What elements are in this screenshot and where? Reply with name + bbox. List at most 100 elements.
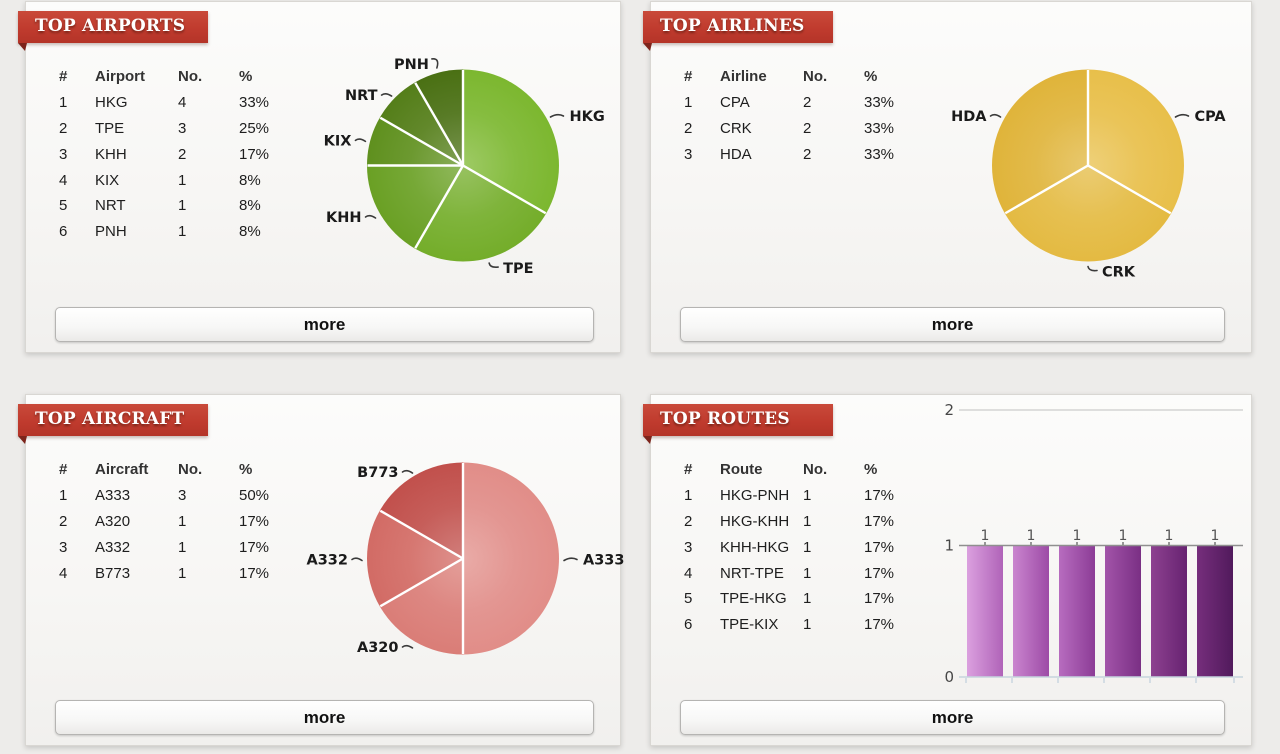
cell-name: NRT-TPE — [720, 564, 784, 582]
ribbon-fold — [18, 43, 27, 51]
bar-hkg-pnh[interactable] — [967, 545, 1003, 678]
cell-count: 2 — [803, 94, 812, 112]
cell-count: 1 — [178, 223, 187, 241]
ribbon-top-airports: TOP AIRPORTS — [18, 11, 208, 51]
cell-rank: 2 — [59, 119, 68, 137]
cell-count: 4 — [178, 94, 187, 112]
pie-slice-a332[interactable] — [367, 510, 463, 607]
pie-slice-tpe[interactable] — [415, 165, 547, 262]
table-row: 1 CPA 2 33% — [684, 90, 924, 116]
panel-title: TOP AIRCRAFT — [35, 409, 185, 429]
ribbon-fold — [18, 436, 27, 444]
ribbon-top-routes: TOP ROUTES — [643, 404, 833, 444]
pie-label-connector-cpa — [1174, 113, 1190, 118]
bar-value-label-tpe-hkg: 1 — [1165, 528, 1174, 544]
pie-label-connector-a332 — [351, 557, 363, 562]
pie-label-hda: HDA — [951, 109, 987, 125]
table-head: # Route No.% — [684, 457, 924, 483]
pie-label-connector-kix — [354, 138, 367, 143]
pie-label-hkg: HKG — [569, 109, 604, 125]
more-button-top-airports[interactable]: more — [55, 307, 594, 342]
bar-nrt-tpe[interactable] — [1105, 545, 1141, 678]
ribbon-top-aircraft: TOP AIRCRAFT — [18, 404, 208, 444]
pie-label-connector-a320 — [401, 644, 414, 649]
cell-rank: 1 — [684, 487, 693, 505]
cell-rank: 6 — [59, 223, 68, 241]
panel-title: TOP ROUTES — [660, 409, 790, 429]
pie-label-connector-nrt — [380, 93, 393, 97]
cell-count: 1 — [803, 590, 812, 608]
pie-label-cpa: CPA — [1194, 109, 1226, 125]
pie-slice-hkg[interactable] — [463, 69, 559, 214]
cell-name: HKG-KHH — [720, 512, 790, 530]
table-top-aircraft: # Aircraft No.% 1 A333 3 50% 2 A320 1 17% 3 A332 1 17%… — [59, 457, 299, 586]
cell-count: 2 — [803, 119, 812, 137]
more-button-top-airlines[interactable]: more — [680, 307, 1225, 342]
table-header-row: # Airline No.% — [684, 64, 924, 90]
pie-label-connector-hda — [989, 113, 1002, 118]
cell-percent: 17% — [864, 538, 895, 556]
y-axis-label-0: 0 — [944, 668, 954, 686]
column-header-count: No. — [178, 461, 203, 479]
pie-slice-b773[interactable] — [379, 462, 463, 559]
column-header-percent: % — [239, 461, 253, 479]
cell-percent: 50% — [239, 487, 270, 505]
cell-name: A320 — [95, 512, 131, 530]
pie-label-connector-b773 — [401, 469, 414, 474]
cell-rank: 1 — [684, 94, 693, 112]
cell-name: TPE-KIX — [720, 616, 779, 634]
table-row: 3 HDA 2 33% — [684, 141, 924, 167]
pie-label-a320: A320 — [357, 640, 399, 656]
cell-count: 2 — [803, 145, 812, 163]
pie-label-nrt: NRT — [345, 88, 378, 104]
pie-slice-kix[interactable] — [367, 117, 463, 166]
pie-slice-khh[interactable] — [367, 165, 463, 249]
bar-khh-hkg[interactable] — [1059, 545, 1095, 678]
cell-rank: 4 — [684, 564, 693, 582]
cell-percent: 17% — [864, 487, 895, 505]
y-axis-label-2: 2 — [944, 401, 954, 419]
pie-label-connector-pnh — [431, 58, 439, 69]
cell-rank: 5 — [59, 197, 68, 215]
pie-slice-hda[interactable] — [992, 69, 1088, 214]
pie-slice-a333[interactable] — [463, 462, 559, 655]
table-body: 1 HKG-PNH 1 17% 2 HKG-KHH 1 17% 3 KHH-HKG 1 17% 4 NRT… — [684, 483, 924, 638]
bar-hkg-khh[interactable] — [1013, 545, 1049, 678]
cell-count: 1 — [803, 616, 812, 634]
column-header-name: Airline — [720, 68, 767, 86]
pie-label-connector-hkg — [549, 113, 565, 118]
bar-tpe-hkg[interactable] — [1151, 545, 1187, 678]
y-axis-label-1: 1 — [944, 537, 954, 555]
cell-rank: 3 — [59, 145, 68, 163]
cell-count: 3 — [178, 487, 187, 505]
cell-percent: 17% — [239, 538, 270, 556]
ribbon-top-airlines: TOP AIRLINES — [643, 11, 833, 51]
panel-top-aircraft: TOP AIRCRAFT # Aircraft No.% 1 A333 3 50% 2 A320 1… — [18, 394, 625, 746]
pie-slice-nrt[interactable] — [379, 82, 463, 166]
column-header-count: No. — [803, 461, 828, 479]
cell-count: 1 — [803, 512, 812, 530]
cell-count: 1 — [803, 538, 812, 556]
more-button-top-aircraft[interactable]: more — [55, 700, 594, 735]
pie-slice-a320[interactable] — [379, 558, 463, 655]
pie-slice-separator — [414, 164, 465, 249]
pie-slice-separator — [462, 164, 547, 215]
cell-name: KHH — [95, 145, 127, 163]
pie-label-connector-khh — [364, 214, 377, 219]
cell-percent: 17% — [864, 616, 895, 634]
pie-label-connector-a333 — [563, 557, 578, 562]
bar-tpe-kix[interactable] — [1197, 545, 1233, 678]
more-button-top-routes[interactable]: more — [680, 700, 1225, 735]
table-header-row: # Airport No.% — [59, 64, 299, 90]
pie-slice-cpa[interactable] — [1088, 69, 1184, 214]
pie-slice-pnh[interactable] — [415, 69, 463, 166]
cell-rank: 4 — [59, 171, 68, 189]
table-row: 2 HKG-KHH 1 17% — [684, 509, 924, 535]
pie-label-pnh: PNH — [394, 57, 429, 73]
cell-percent: 17% — [239, 145, 270, 163]
cell-rank: 2 — [59, 512, 68, 530]
table-row: 5 TPE-HKG 1 17% — [684, 586, 924, 612]
table-body: 1 A333 3 50% 2 A320 1 17% 3 A332 1 17% 4 B773 1 17% — [59, 483, 299, 586]
table-header-row: # Aircraft No.% — [59, 457, 299, 483]
